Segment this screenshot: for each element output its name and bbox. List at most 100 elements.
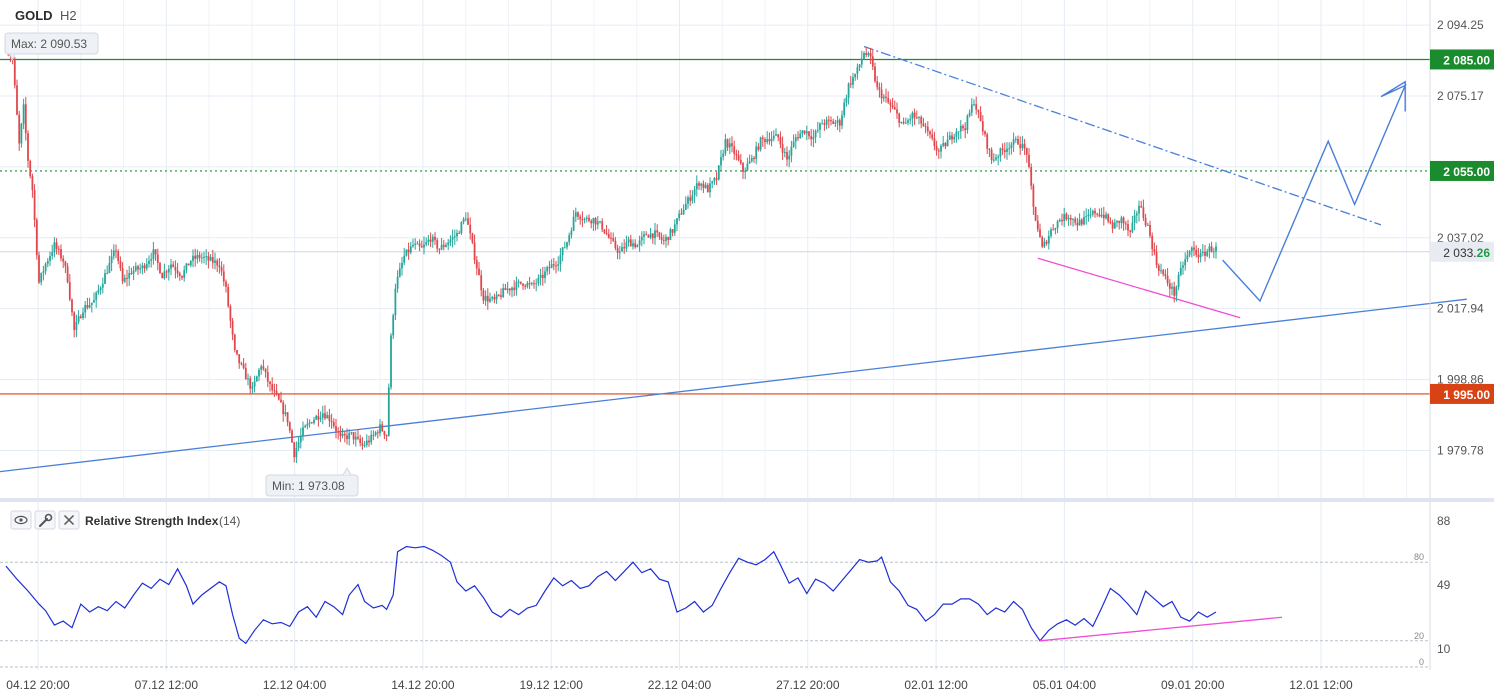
extreme-markers: Max: 2 090.53 Min: 1 973.08: [4, 32, 359, 497]
candle-body: [676, 218, 678, 225]
candle-body: [616, 248, 619, 253]
trendline-rising-support[interactable]: [0, 298, 1467, 481]
candle-body: [777, 134, 780, 138]
candle-body: [1215, 246, 1217, 252]
candle-body: [1025, 148, 1028, 155]
max-marker-label: Max: 2 090.53: [11, 37, 87, 51]
eye-icon[interactable]: [10, 510, 32, 530]
y-tick-label: 1 998.86: [1437, 373, 1484, 387]
trendlines[interactable]: [0, 45, 1467, 481]
candle-body: [77, 316, 80, 323]
candle-body: [632, 243, 634, 247]
candle-body: [172, 264, 175, 267]
candle-body: [544, 271, 546, 279]
price-axis[interactable]: 1 979.781 998.862 017.942 037.022 056.09…: [1429, 0, 1494, 670]
candle-body: [863, 52, 865, 59]
candle-body: [720, 156, 722, 166]
candle-body: [610, 237, 612, 239]
candle-body: [506, 288, 509, 291]
candle-body: [44, 263, 47, 272]
candle-body: [1135, 213, 1138, 216]
trendline-falling-resistance[interactable]: [863, 45, 1382, 226]
candle-body: [541, 274, 544, 279]
candle-body: [13, 59, 16, 86]
candle-body: [838, 120, 841, 126]
price-panel[interactable]: Max: 2 090.53 Min: 1 973.08: [0, 0, 1467, 498]
candle-body: [93, 299, 95, 303]
candle-body: [733, 146, 736, 154]
rsi-panel[interactable]: 80 20 0 88 49 10: [0, 502, 1451, 670]
candle-body: [495, 294, 498, 300]
candle-body: [313, 419, 315, 424]
candle-body: [645, 234, 648, 236]
candle-body: [764, 139, 766, 143]
x-tick-label: 04.12 20:00: [6, 678, 70, 692]
candle-body: [412, 245, 414, 247]
candle-body: [57, 248, 60, 250]
candle-body: [724, 139, 727, 154]
candle-body: [1168, 283, 1171, 289]
candle-body: [1129, 230, 1132, 232]
candle-body: [372, 434, 375, 436]
candle-body: [702, 183, 705, 188]
level-badge-label: 2 085.00: [1443, 53, 1490, 67]
x-tick-label: 22.12 04:00: [648, 678, 712, 692]
candle-body: [266, 372, 269, 382]
candle-body: [376, 432, 379, 434]
candle-body: [27, 133, 29, 161]
candle-body: [445, 244, 447, 247]
candle-body: [302, 427, 304, 436]
candle-body: [951, 135, 953, 140]
close-icon[interactable]: [58, 510, 80, 530]
candle-body: [306, 423, 309, 426]
candle-body: [170, 264, 172, 269]
candle-body: [60, 249, 62, 259]
candle-body: [651, 233, 654, 239]
panel-separator[interactable]: [0, 498, 1494, 502]
candle-body: [1105, 214, 1107, 219]
rsi-inner-tick: 20: [1414, 631, 1424, 641]
candle-body: [475, 260, 478, 269]
candle-body: [288, 422, 291, 431]
candle-body: [522, 283, 524, 286]
candle-body: [704, 184, 707, 188]
candle-body: [480, 275, 483, 291]
candle-body: [689, 197, 692, 201]
candle-body: [365, 440, 368, 446]
candle-body: [570, 230, 573, 236]
candle-body: [660, 236, 663, 240]
candle-body: [447, 242, 450, 245]
candle-body: [1155, 252, 1158, 266]
candle-body: [185, 263, 188, 271]
candle-body: [1142, 207, 1145, 218]
candle-body: [1045, 241, 1048, 244]
time-axis[interactable]: 04.12 20:00 07.12 12:00 12.12 04:00 14.12 2…: [6, 678, 1353, 692]
candle-body: [880, 89, 883, 99]
rsi-y-tick-label: 10: [1437, 642, 1451, 656]
trendline-price-divergence[interactable]: [1037, 257, 1241, 319]
candle-body: [621, 247, 623, 252]
candle-body: [654, 230, 656, 239]
candle-body: [772, 135, 775, 139]
candle-body: [603, 229, 606, 233]
candle-body: [1113, 222, 1116, 229]
candle-body: [942, 143, 945, 146]
wrench-icon[interactable]: [34, 510, 56, 530]
candle-body: [1193, 247, 1195, 250]
candle-body: [834, 122, 837, 124]
projection-arrow: [1222, 80, 1407, 303]
candle-body: [779, 137, 782, 145]
candle-body: [885, 96, 887, 98]
candle-body: [249, 378, 252, 389]
candle-body: [90, 302, 93, 306]
candle-body: [264, 368, 267, 373]
y-tick-label: 2 017.94: [1437, 302, 1484, 316]
candle-body: [82, 312, 84, 319]
candle-body: [341, 433, 344, 436]
candle-body: [464, 218, 467, 220]
candle-body: [121, 268, 124, 282]
candle-body: [790, 146, 793, 156]
candle-body: [882, 96, 885, 99]
candle-body: [440, 244, 443, 250]
